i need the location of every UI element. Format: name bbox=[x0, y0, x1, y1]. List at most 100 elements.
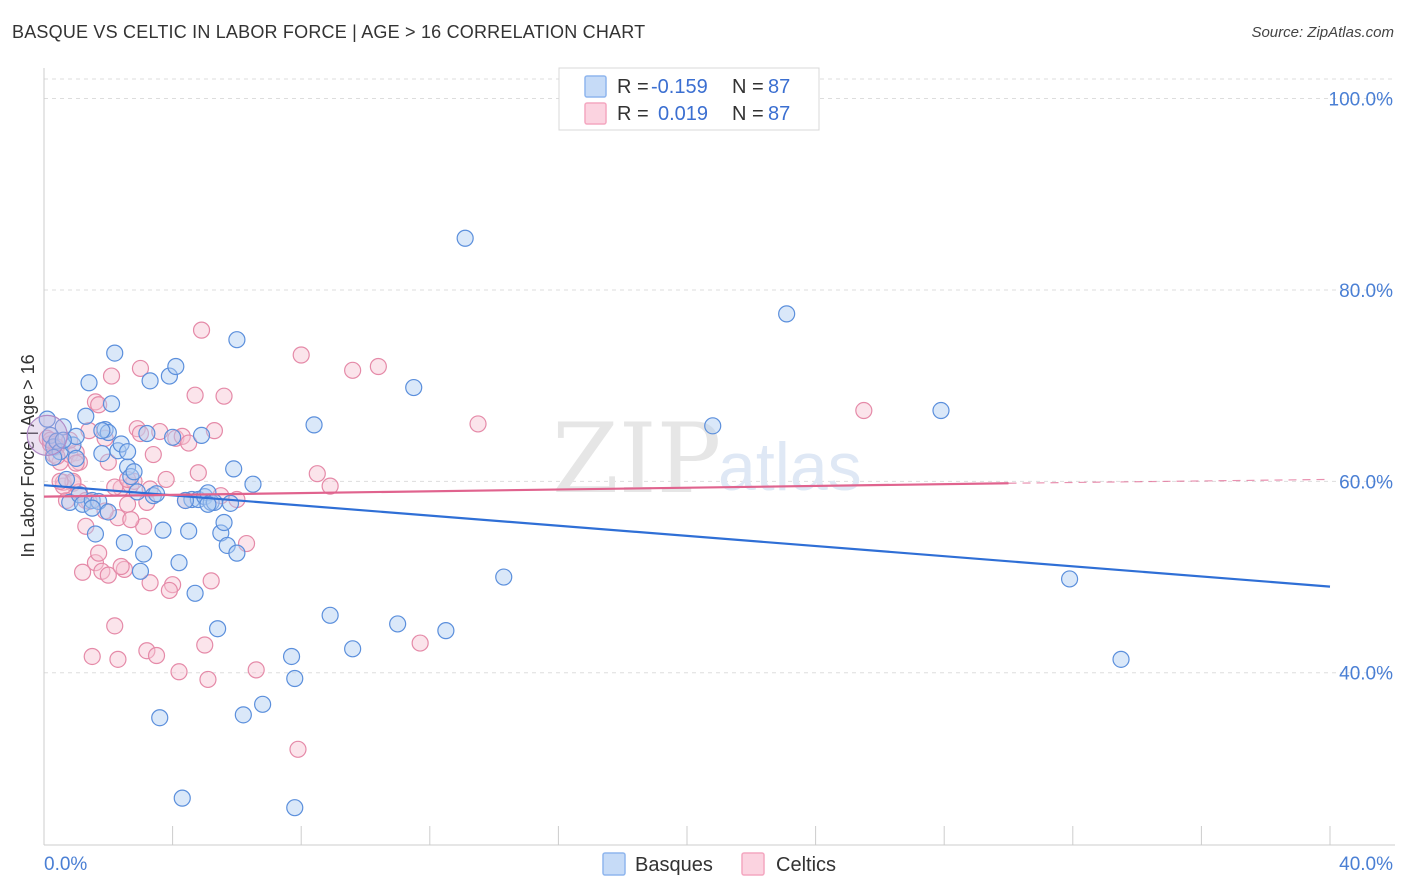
celtics-point bbox=[189, 464, 207, 482]
basques-point bbox=[405, 378, 423, 397]
celtics-point bbox=[131, 359, 150, 378]
celtics-point bbox=[196, 636, 214, 654]
basques-point bbox=[125, 463, 143, 481]
basques-point bbox=[99, 503, 117, 521]
y-tick-label: 60.0% bbox=[1339, 472, 1393, 493]
celtics-point bbox=[131, 424, 150, 443]
celtics-point bbox=[138, 642, 156, 660]
basques-point bbox=[286, 669, 304, 688]
basques-point bbox=[1060, 570, 1079, 588]
legend-top: R = -0.159 N = 87 R = 0.019 N = 87 bbox=[558, 67, 820, 131]
basques-points bbox=[26, 229, 1130, 817]
basques-point bbox=[228, 544, 246, 562]
celtics-point bbox=[180, 434, 198, 452]
legend-n-label-celtics: N = bbox=[732, 103, 764, 125]
basques-point bbox=[225, 460, 243, 478]
basques-point bbox=[254, 695, 272, 713]
celtics-point bbox=[192, 321, 211, 339]
basques-point bbox=[199, 495, 217, 513]
basques-point bbox=[67, 449, 85, 467]
y-axis-label: In Labor Force | Age > 16 bbox=[18, 354, 38, 557]
celtics-point bbox=[102, 367, 121, 385]
basques-point bbox=[131, 562, 150, 580]
basques-point bbox=[67, 427, 85, 445]
celtics-point bbox=[215, 387, 233, 405]
celtics-trend-line bbox=[43, 482, 1009, 498]
basques-point bbox=[38, 410, 56, 428]
trend-lines bbox=[43, 478, 1331, 588]
legend-r-label-basques: R = bbox=[617, 76, 649, 98]
basques-point bbox=[344, 640, 362, 658]
celtics-point bbox=[141, 574, 159, 592]
celtics-point bbox=[147, 646, 166, 665]
celtics-point bbox=[90, 396, 108, 414]
celtics-point bbox=[308, 465, 326, 483]
basques-point bbox=[173, 789, 191, 807]
legend-n-label-basques: N = bbox=[732, 76, 764, 98]
celtics-point bbox=[67, 454, 85, 472]
celtics-point bbox=[109, 650, 127, 668]
legend-bottom-label-celtics: Celtics bbox=[776, 854, 836, 876]
basques-point bbox=[90, 492, 108, 511]
legend-bottom-label-basques: Basques bbox=[635, 854, 713, 876]
celtics-point bbox=[344, 361, 362, 379]
basques-point bbox=[321, 606, 339, 624]
celtics-point bbox=[289, 740, 307, 758]
celtics-point bbox=[321, 477, 339, 495]
basques-point bbox=[102, 395, 121, 413]
basques-point bbox=[186, 584, 204, 602]
basques-point bbox=[151, 709, 169, 727]
basques-point bbox=[160, 367, 178, 385]
basques-point bbox=[932, 401, 950, 420]
celtics-point bbox=[411, 634, 429, 652]
basques-point bbox=[192, 426, 211, 445]
celtics-point bbox=[202, 572, 220, 590]
legend-swatch-celtics bbox=[584, 102, 607, 125]
celtics-point bbox=[99, 566, 117, 584]
celtics-point bbox=[73, 563, 92, 581]
legend-bottom-swatch-basques bbox=[602, 852, 626, 876]
celtics-point bbox=[106, 617, 124, 635]
basques-point bbox=[167, 357, 185, 376]
basques-point bbox=[305, 416, 323, 434]
basques-point bbox=[77, 407, 95, 425]
basques-point bbox=[282, 647, 301, 666]
celtics-point bbox=[86, 554, 105, 572]
x-tick-label: 0.0% bbox=[44, 854, 87, 875]
legend-r-value-basques: -0.159 bbox=[651, 76, 708, 98]
axes bbox=[43, 68, 1395, 846]
celtics-point bbox=[160, 581, 178, 600]
basques-point bbox=[57, 470, 76, 489]
legend-swatch-basques bbox=[584, 75, 607, 98]
celtics-point bbox=[205, 422, 223, 440]
celtics-point bbox=[125, 472, 143, 490]
basques-point bbox=[154, 521, 172, 539]
legend-bottom: Basques Celtics bbox=[602, 852, 836, 876]
celtics-point bbox=[128, 420, 146, 438]
basques-point bbox=[209, 620, 227, 638]
celtics-point bbox=[157, 470, 175, 489]
basques-point bbox=[778, 305, 796, 323]
basques-trend-line bbox=[43, 484, 1331, 588]
celtics-point bbox=[186, 386, 204, 404]
chart-title: BASQUE VS CELTIC IN LABOR FORCE | AGE > … bbox=[12, 22, 646, 42]
basques-point bbox=[93, 444, 111, 463]
x-tick-labels: 0.0% 40.0% bbox=[43, 826, 1393, 875]
basques-point bbox=[135, 545, 153, 563]
basques-point bbox=[48, 432, 66, 450]
basques-point bbox=[93, 422, 111, 440]
legend-r-value-celtics: 0.019 bbox=[658, 103, 708, 125]
basques-point bbox=[106, 344, 124, 362]
legend-bottom-swatch-celtics bbox=[741, 852, 765, 876]
celtics-point bbox=[369, 357, 387, 376]
basques-point bbox=[115, 533, 133, 552]
celtics-point bbox=[144, 445, 162, 464]
basques-point bbox=[86, 525, 105, 543]
celtics-point bbox=[199, 670, 217, 689]
basques-point bbox=[45, 448, 63, 467]
basques-point bbox=[456, 229, 474, 247]
celtics-point bbox=[90, 544, 108, 562]
celtics-point bbox=[170, 663, 188, 681]
celtics-point bbox=[855, 401, 873, 420]
gridlines bbox=[44, 78, 1395, 674]
